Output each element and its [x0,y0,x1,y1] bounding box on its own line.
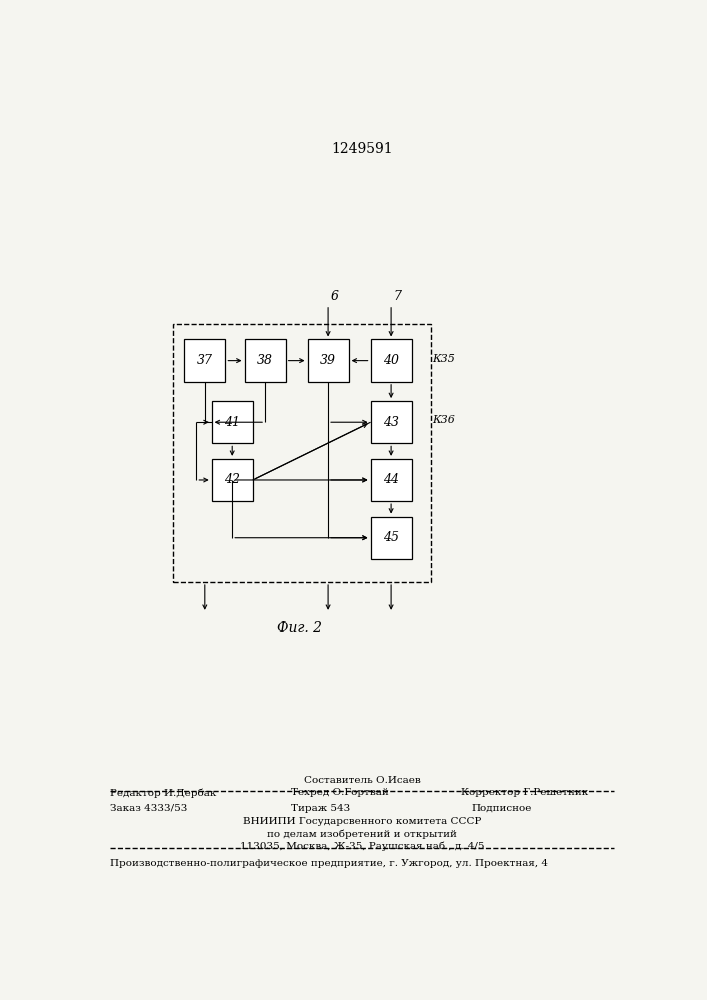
Text: Производственно-полиграфическое предприятие, г. Ужгород, ул. Проектная, 4: Производственно-полиграфическое предприя… [110,859,549,868]
Bar [308,339,349,382]
Bar [370,517,411,559]
Text: 7: 7 [393,290,401,303]
Text: К35: К35 [433,354,455,364]
Text: Подписное: Подписное [472,804,532,813]
Text: 6: 6 [331,290,339,303]
Bar [245,339,286,382]
Text: 42: 42 [224,473,240,486]
Text: 40: 40 [383,354,399,367]
Bar [173,324,431,582]
Bar [370,459,411,501]
Text: 38: 38 [257,354,273,367]
Text: Фиг. 2: Фиг. 2 [277,621,322,635]
Text: Тираж 543: Тираж 543 [291,804,351,813]
Bar [370,401,411,443]
Text: 41: 41 [224,416,240,429]
Bar [185,339,226,382]
Text: ВНИИПИ Государсвенного комитета СССР: ВНИИПИ Государсвенного комитета СССР [243,817,481,826]
Text: Заказ 4333/53: Заказ 4333/53 [110,804,187,813]
Text: 1249591: 1249591 [332,142,393,156]
Bar [211,459,253,501]
Text: 43: 43 [383,416,399,429]
Text: Редактор И.Дербак: Редактор И.Дербак [110,788,216,798]
Text: 39: 39 [320,354,336,367]
Text: Техред О.Гортвай: Техред О.Гортвай [291,788,389,797]
Text: 44: 44 [383,473,399,486]
Bar [370,339,411,382]
Bar [211,401,253,443]
Text: Составитель О.Исаев: Составитель О.Исаев [304,776,421,785]
Text: 45: 45 [383,531,399,544]
Text: 113035, Москва, Ж-35, Раушская наб., д. 4/5: 113035, Москва, Ж-35, Раушская наб., д. … [240,841,484,851]
Text: Корректор Г.Решетник: Корректор Г.Решетник [461,788,588,797]
Text: К36: К36 [433,415,455,425]
Text: по делам изобретений и открытий: по делам изобретений и открытий [267,829,457,839]
Text: 37: 37 [197,354,213,367]
